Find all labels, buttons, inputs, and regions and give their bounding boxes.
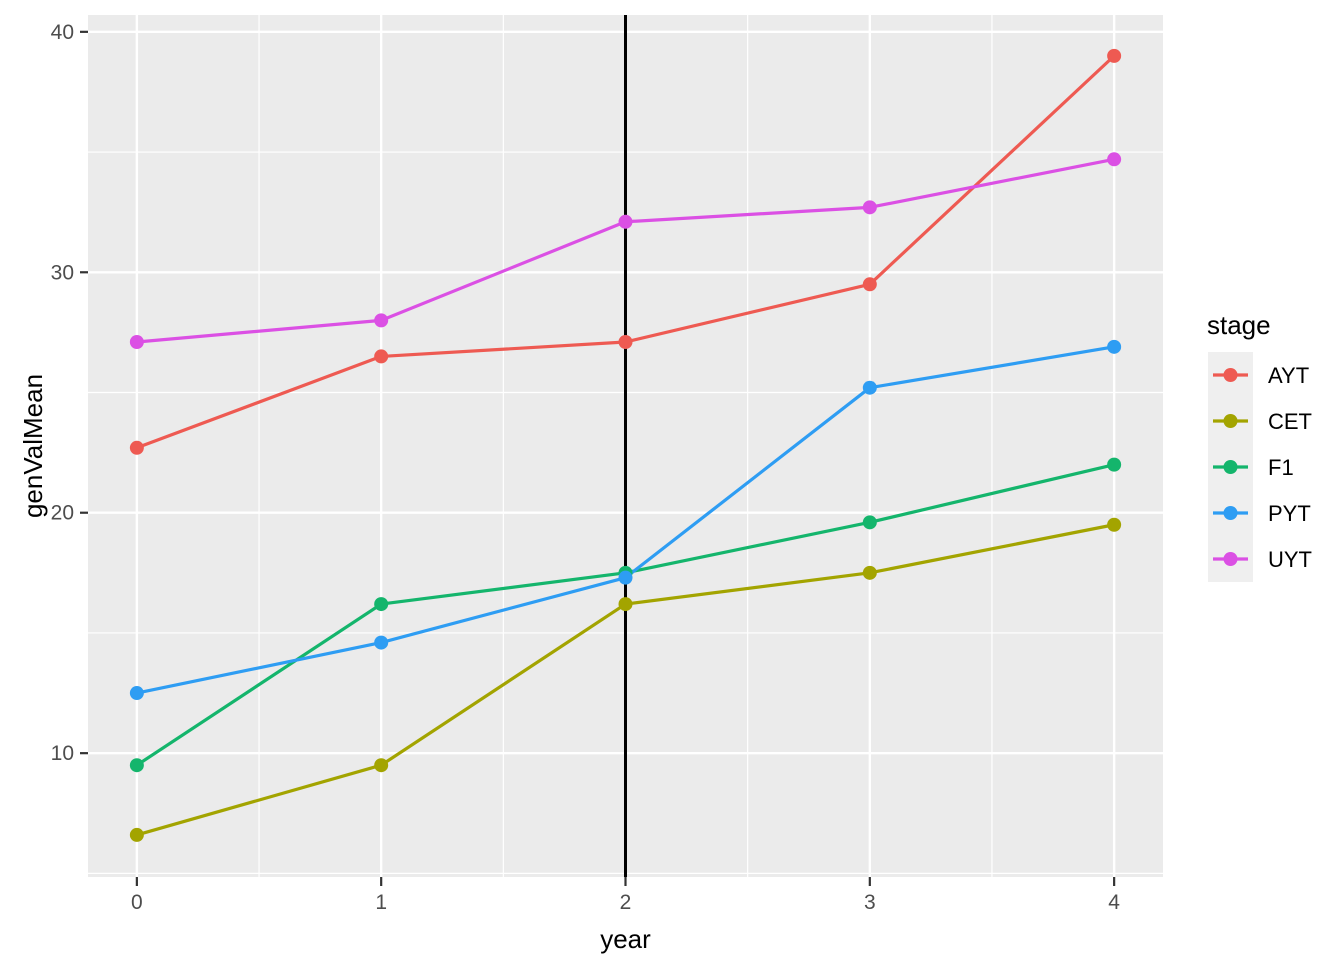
data-point — [129, 827, 144, 842]
legend-entry-cet: CET — [1208, 398, 1312, 444]
data-point — [862, 380, 877, 395]
y-tick-label: 30 — [51, 261, 74, 284]
data-point — [862, 515, 877, 530]
data-point — [129, 335, 144, 350]
legend-entry-pyt: PYT — [1208, 490, 1311, 536]
data-point — [618, 214, 633, 229]
data-point — [129, 686, 144, 701]
legend-key-dot — [1223, 460, 1238, 474]
series-points-cet — [129, 517, 1122, 842]
data-point — [374, 758, 389, 773]
data-point — [129, 440, 144, 455]
y-tick-label: 40 — [51, 21, 74, 44]
x-tick-label: 0 — [131, 891, 143, 914]
x-tick-label: 3 — [864, 891, 876, 914]
legend-key-dot — [1223, 414, 1238, 428]
series-points-pyt — [129, 339, 1122, 701]
data-point — [1107, 48, 1122, 63]
data-point — [374, 313, 389, 328]
data-point — [1107, 457, 1122, 472]
data-point — [374, 635, 389, 650]
data-point — [618, 597, 633, 612]
data-point — [862, 200, 877, 215]
data-point — [618, 570, 633, 585]
data-point — [618, 335, 633, 350]
x-tick-label: 2 — [620, 891, 632, 914]
x-tick-label: 4 — [1108, 891, 1120, 914]
x-tick-label: 1 — [375, 891, 387, 914]
legend-label: F1 — [1268, 455, 1294, 480]
legend: AYT CET F1 PYT UYT — [1208, 352, 1312, 582]
legend-label: PYT — [1268, 501, 1311, 526]
legend-label: AYT — [1268, 363, 1309, 388]
legend-entry-f1: F1 — [1208, 444, 1294, 490]
legend-key-dot — [1223, 368, 1238, 382]
series-points-uyt — [129, 152, 1122, 350]
legend-label: UYT — [1268, 547, 1312, 572]
data-point — [374, 597, 389, 612]
legend-entry-uyt: UYT — [1208, 536, 1312, 582]
series-points-ayt — [129, 48, 1122, 455]
legend-entry-ayt: AYT — [1208, 352, 1309, 398]
data-point — [129, 758, 144, 773]
legend-title: stage — [1207, 310, 1271, 340]
y-tick-label: 20 — [51, 502, 74, 525]
y-tick-label: 10 — [51, 742, 74, 765]
legend-label: CET — [1268, 409, 1312, 434]
y-axis-title: genValMean — [18, 374, 48, 518]
legend-key-dot — [1223, 506, 1238, 520]
legend-key-dot — [1223, 552, 1238, 566]
data-point — [1107, 152, 1122, 167]
data-point — [1107, 517, 1122, 532]
data-point — [862, 277, 877, 292]
x-axis-title: year — [600, 924, 651, 954]
data-point — [1107, 339, 1122, 354]
data-point — [374, 349, 389, 364]
data-point — [862, 565, 877, 580]
axis-ticks — [80, 30, 1116, 886]
